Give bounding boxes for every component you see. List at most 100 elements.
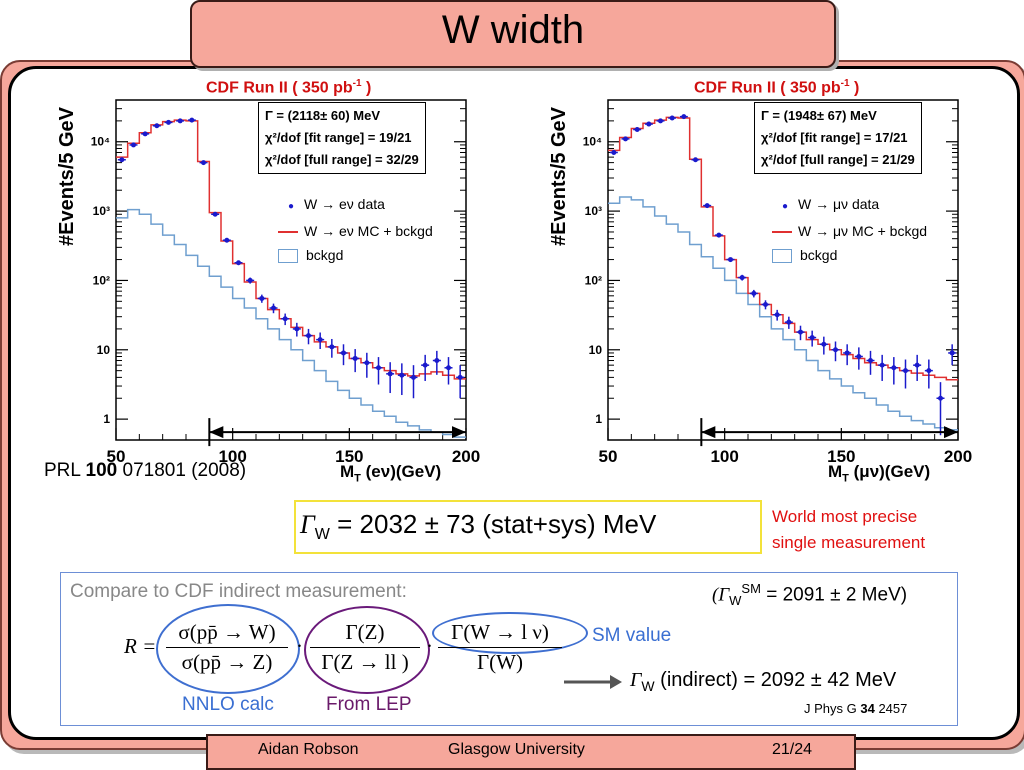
dot-2: · xyxy=(426,634,433,658)
indirect-result: ΓW (indirect) = 2092 ± 42 MeV xyxy=(630,669,897,694)
data-point xyxy=(739,275,745,281)
bckgd-histogram xyxy=(608,196,958,431)
legend: ● W → eν data W → eν MC + bckgd bckgd xyxy=(278,192,433,267)
footer-page: 21/24 xyxy=(772,741,813,758)
data-point xyxy=(774,312,780,318)
x-tick-label: 200 xyxy=(944,447,972,466)
data-point xyxy=(177,118,183,124)
data-point xyxy=(352,355,358,361)
plot-frame xyxy=(607,99,959,441)
y-tick-label: 10⁴ xyxy=(91,135,110,149)
bckgd-histogram xyxy=(116,208,466,438)
data-point xyxy=(646,121,652,127)
y-tick-label: 10² xyxy=(585,273,602,287)
data-marker-icon: ● xyxy=(781,201,789,212)
world-precise-note: World most precise single measurement xyxy=(772,507,926,552)
data-point xyxy=(751,290,757,296)
data-point xyxy=(247,277,253,283)
data-point xyxy=(434,358,440,364)
x-axis-label: MT (μν)(GeV) xyxy=(828,462,931,485)
fit-range-arrowhead-left xyxy=(209,426,224,439)
data-point xyxy=(693,157,698,163)
data-point xyxy=(387,371,393,377)
plot-electron: CDF Run II ( 350 pb-1 ) #Events/5 GeV 10… xyxy=(56,74,486,484)
jphys-reference: J Phys G 34 2457 xyxy=(804,701,908,716)
data-point xyxy=(282,316,288,322)
fraction-cross-section: σ(pp̄ → W) σ(pp̄ → Z) xyxy=(166,620,288,675)
x-tick-label: 100 xyxy=(218,447,246,466)
fraction-z-width: Γ(Z) Γ(Z → ll ) xyxy=(310,620,420,675)
data-point xyxy=(856,354,862,360)
data-point xyxy=(716,232,722,238)
lep-ellipse xyxy=(304,606,430,694)
result-box xyxy=(294,500,762,554)
data-point xyxy=(236,260,241,266)
data-point xyxy=(728,257,733,263)
x-tick-label: 150 xyxy=(827,447,855,466)
data-point xyxy=(201,160,206,166)
y-tick-label: 1 xyxy=(595,412,602,426)
data-point xyxy=(329,344,335,350)
title-banner xyxy=(190,0,836,68)
data-point xyxy=(189,117,195,123)
data-point xyxy=(868,358,873,364)
x-axis-label: MT (eν)(GeV) xyxy=(340,462,442,485)
data-point xyxy=(457,374,463,380)
fraction-w-branching: Γ(W → l ν) Γ(W) xyxy=(438,620,562,675)
data-point xyxy=(611,149,617,155)
bckgd-box-icon xyxy=(278,249,298,264)
mc-histogram xyxy=(608,116,958,381)
data-point xyxy=(658,118,663,124)
data-point xyxy=(903,368,908,374)
y-tick-label: 10² xyxy=(93,273,110,287)
data-point xyxy=(798,329,803,335)
data-point xyxy=(446,365,451,371)
dot-1: · xyxy=(296,634,303,658)
data-point xyxy=(131,142,136,148)
w-width-result: ΓW = 2032 ± 73 (stat+sys) MeV xyxy=(300,509,657,544)
nnlo-label: NNLO calc xyxy=(182,694,274,715)
bckgd-box-icon xyxy=(772,249,792,264)
data-point xyxy=(306,333,311,339)
data-point xyxy=(317,337,323,343)
fit-range-arrowhead-left xyxy=(701,426,716,439)
fit-range-arrowhead-right xyxy=(944,426,958,439)
legend: ● W → μν data W → μν MC + bckgd bckgd xyxy=(772,192,927,267)
data-point xyxy=(364,360,370,366)
x-tick-label: 100 xyxy=(710,447,738,466)
x-tick-label: 150 xyxy=(335,447,363,466)
data-point xyxy=(623,136,628,142)
data-point xyxy=(166,119,171,125)
data-point xyxy=(809,335,815,341)
data-point xyxy=(224,237,230,243)
data-point xyxy=(119,157,125,163)
fit-range-arrowhead-right xyxy=(452,426,466,439)
data-point xyxy=(399,372,405,378)
stats-box: Γ = (2118± 60) MeV χ²/dof [fit range] = … xyxy=(258,102,426,174)
data-point xyxy=(212,211,218,217)
data-marker-icon: ● xyxy=(287,201,295,212)
plot-frame xyxy=(115,99,467,441)
mc-histogram xyxy=(116,119,466,380)
data-point xyxy=(844,350,850,356)
stats-box: Γ = (1948± 67) MeV χ²/dof [fit range] = … xyxy=(754,102,922,174)
data-point xyxy=(259,295,265,301)
slide-title: W width xyxy=(441,8,585,52)
nnlo-ellipse xyxy=(156,604,300,694)
data-point xyxy=(341,350,346,356)
data-point xyxy=(763,301,768,307)
data-point xyxy=(669,115,675,121)
data-point xyxy=(891,365,897,371)
data-point xyxy=(681,114,687,120)
y-tick-label: 10 xyxy=(97,343,111,357)
data-point xyxy=(879,362,885,368)
data-point xyxy=(938,395,943,401)
data-point xyxy=(422,362,428,368)
y-tick-label: 10 xyxy=(589,343,603,357)
data-point xyxy=(634,127,640,133)
data-point xyxy=(704,203,710,209)
footer-author: Aidan Robson xyxy=(258,741,359,758)
data-point xyxy=(294,326,300,332)
